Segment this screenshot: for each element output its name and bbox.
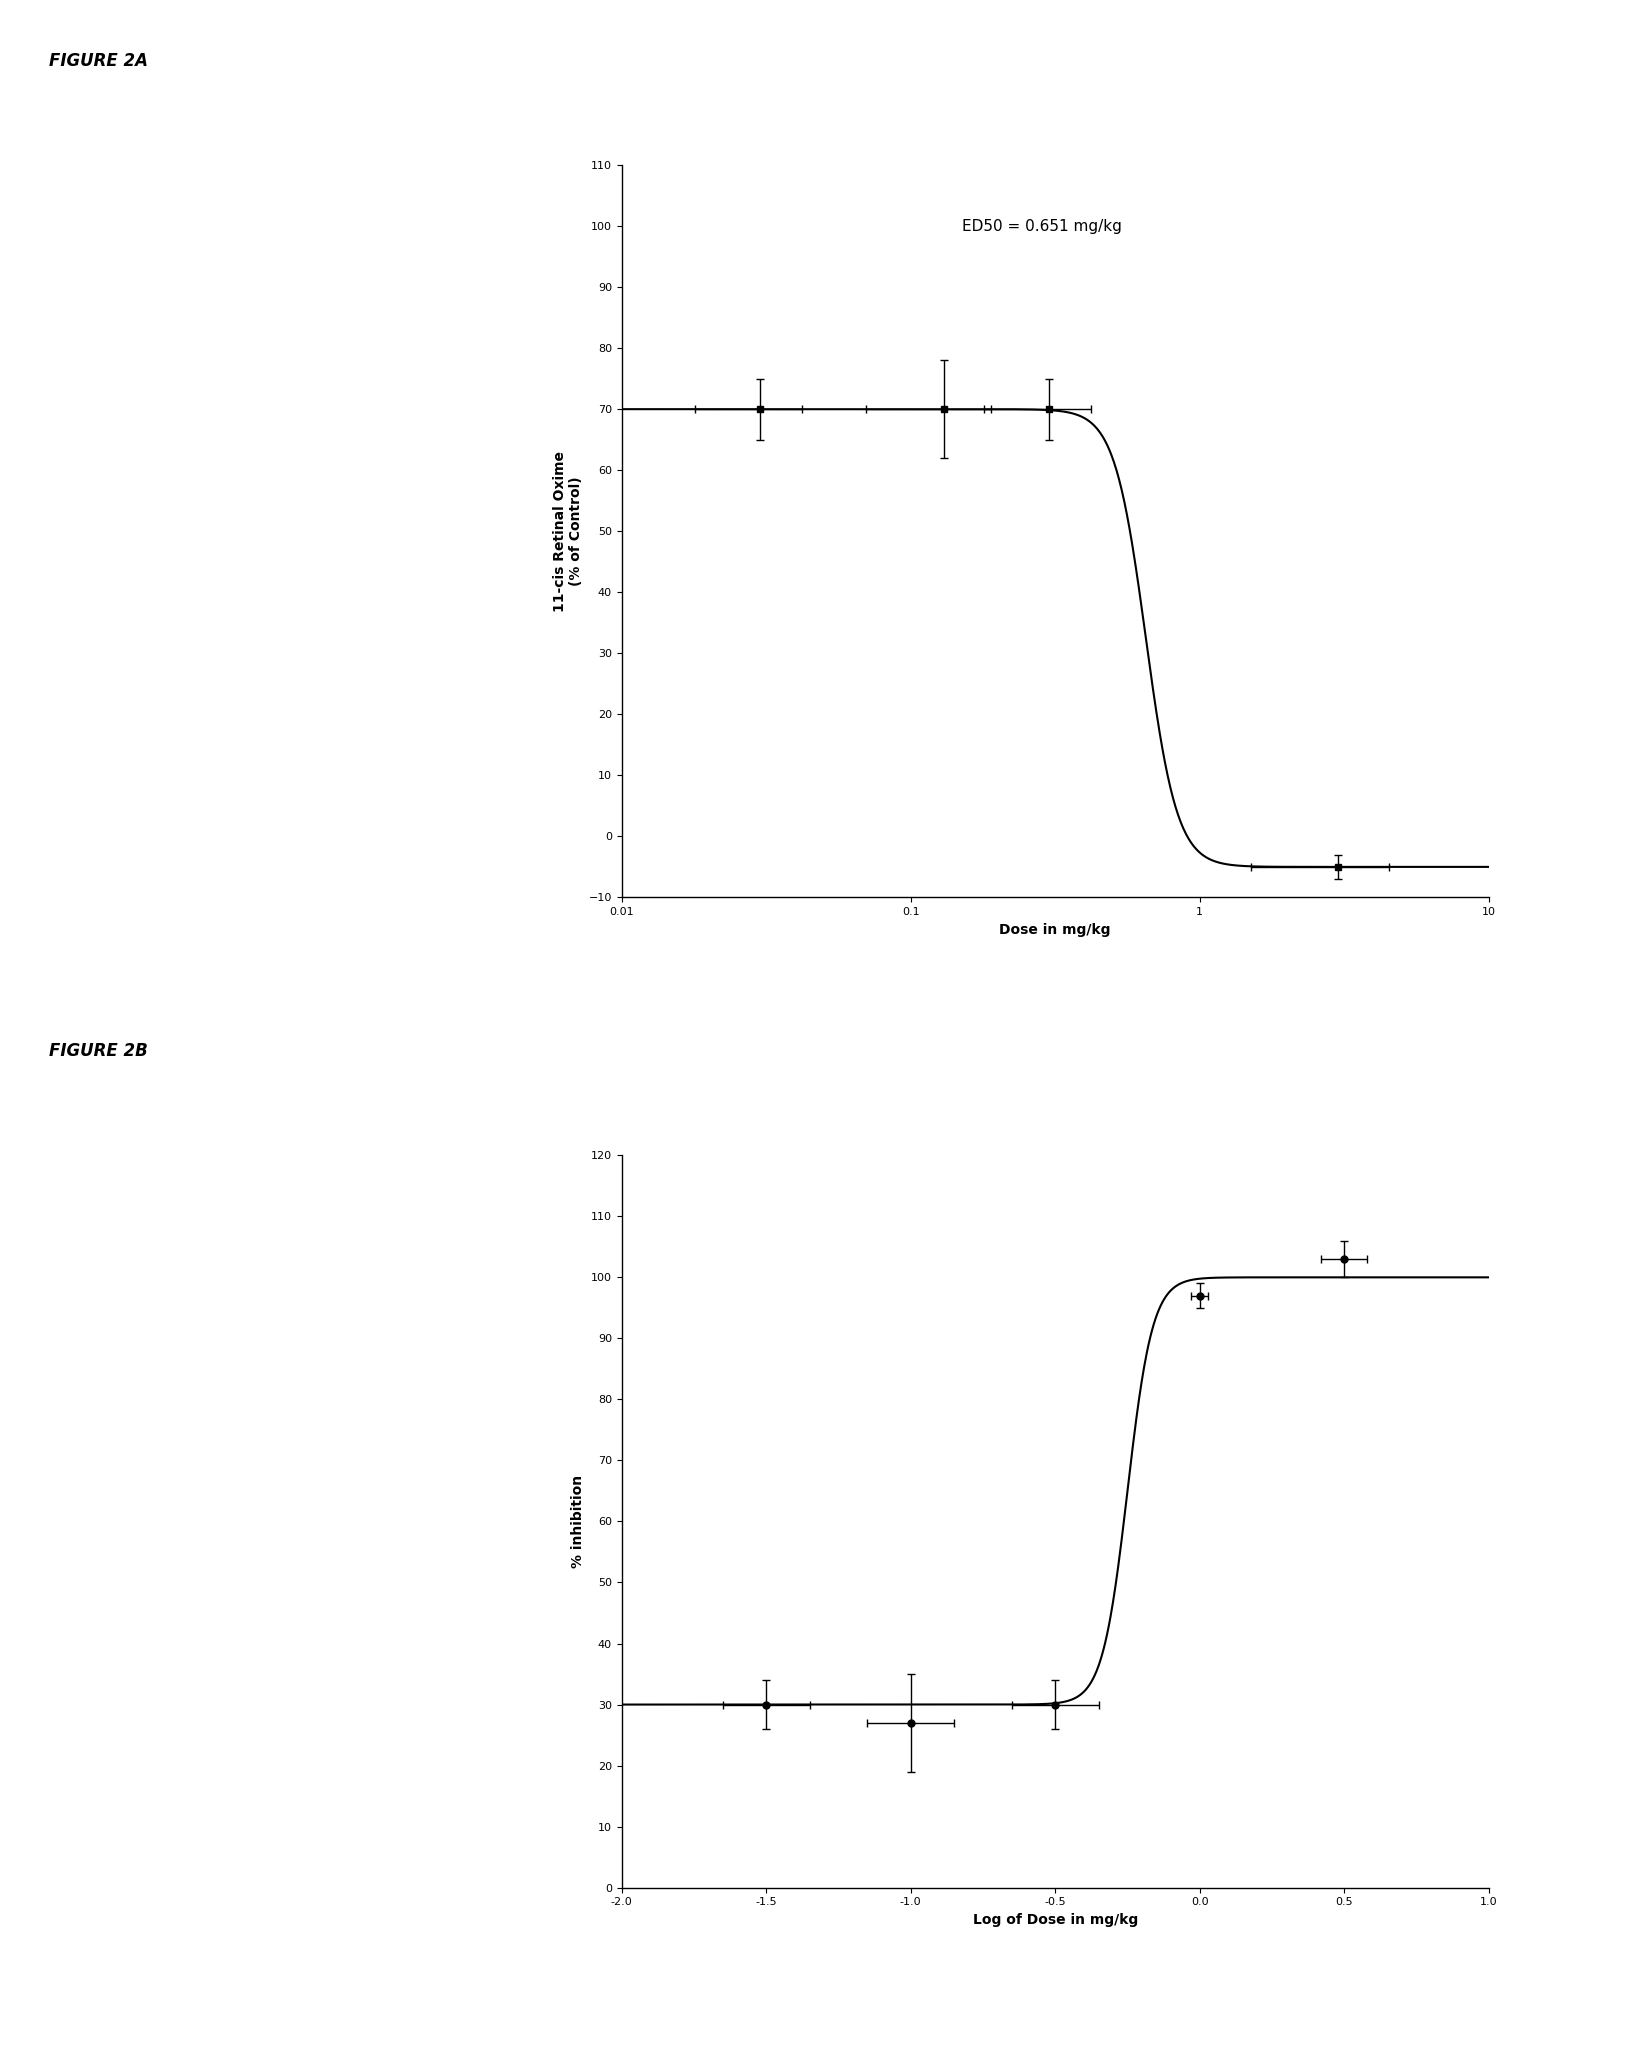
X-axis label: Log of Dose in mg/kg: Log of Dose in mg/kg: [972, 1912, 1139, 1927]
Y-axis label: % inhibition: % inhibition: [571, 1475, 586, 1568]
Text: ED50 = 0.651 mg/kg: ED50 = 0.651 mg/kg: [962, 219, 1121, 233]
Text: FIGURE 2B: FIGURE 2B: [49, 1042, 147, 1060]
Text: FIGURE 2A: FIGURE 2A: [49, 52, 149, 70]
X-axis label: Dose in mg/kg: Dose in mg/kg: [1000, 922, 1111, 937]
Y-axis label: 11-cis Retinal Oxime
(% of Control): 11-cis Retinal Oxime (% of Control): [553, 450, 582, 613]
